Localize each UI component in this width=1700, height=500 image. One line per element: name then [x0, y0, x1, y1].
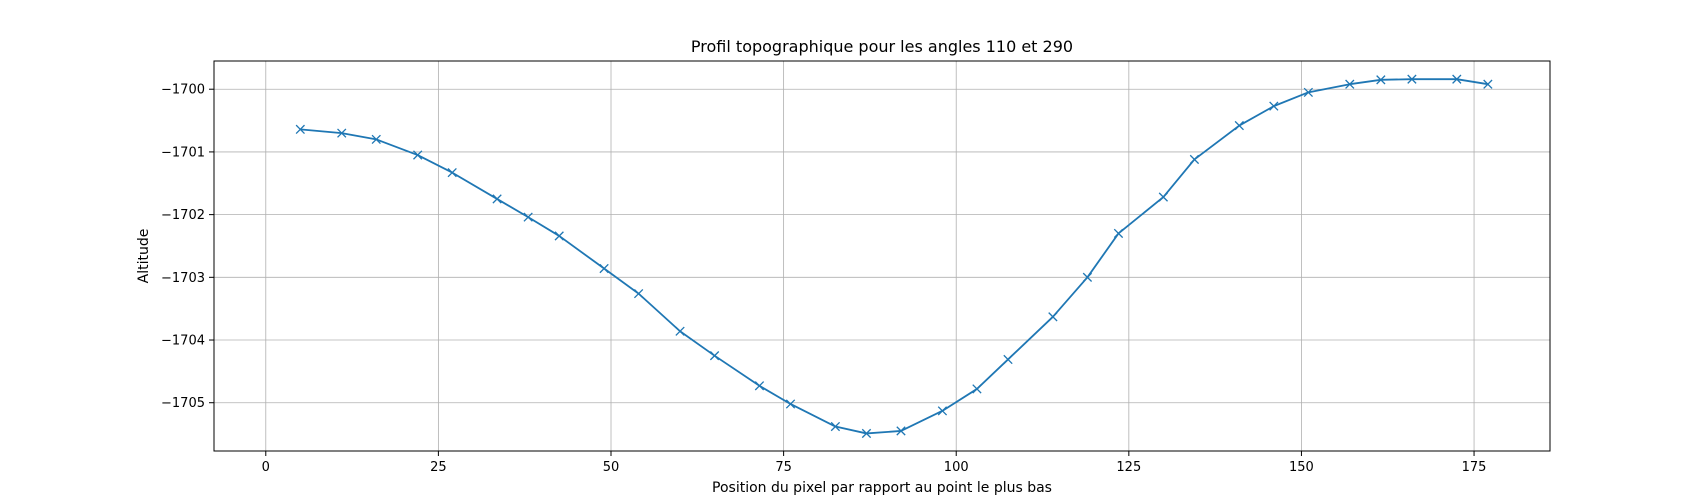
data-point-marker	[554, 231, 564, 241]
x-tick-label: 100	[944, 460, 969, 475]
data-point-marker	[413, 150, 423, 160]
data-point-marker	[492, 194, 502, 204]
y-tick-label: −1704	[161, 334, 205, 349]
data-point-marker	[1113, 228, 1124, 239]
data-point-marker	[785, 399, 796, 409]
axis-ticks: 0 25 50 75 100 125 150 175 −1705 −1704 −1703 −1702 −…	[161, 83, 1486, 475]
data-point-marker	[1407, 74, 1417, 84]
data-point-marker	[1483, 79, 1493, 89]
y-axis-label: Altitude	[136, 229, 152, 284]
data-point-marker	[1269, 101, 1279, 111]
data-point-marker	[972, 384, 982, 394]
data-point-marker	[754, 381, 765, 391]
data-point-marker	[295, 124, 305, 135]
x-axis-label: Position du pixel par rapport au point l…	[712, 480, 1052, 496]
data-point-marker	[937, 406, 948, 416]
data-point-marker	[1189, 154, 1200, 165]
x-tick-label: 0	[262, 460, 270, 475]
data-point-marker	[1452, 74, 1462, 84]
x-tick-label: 150	[1289, 460, 1314, 475]
data-point-marker	[709, 351, 720, 361]
data-point-marker	[1158, 192, 1169, 202]
data-point-marker	[447, 167, 457, 178]
data-point-marker	[371, 134, 381, 145]
y-tick-label: −1701	[161, 145, 205, 160]
data-point-marker	[1303, 87, 1314, 98]
x-tick-label: 175	[1462, 460, 1487, 475]
y-tick-label: −1705	[161, 396, 205, 411]
data-point-marker	[1048, 312, 1058, 322]
data-point-marker	[1082, 272, 1093, 282]
data-point-marker	[599, 263, 609, 274]
x-tick-label: 25	[430, 460, 447, 475]
data-point-marker	[896, 426, 906, 436]
data-point-marker	[633, 288, 644, 299]
data-point-marker	[523, 212, 533, 222]
data-point-marker	[830, 421, 841, 432]
data-point-marker	[1003, 354, 1013, 365]
chart-title: Profil topographique pour les angles 110…	[691, 37, 1073, 56]
data-point-marker	[1234, 120, 1244, 131]
data-point-marker	[337, 128, 347, 138]
x-tick-label: 50	[603, 460, 620, 475]
data-point-marker	[675, 326, 685, 336]
y-tick-label: −1703	[161, 271, 205, 286]
data-point-marker	[861, 428, 872, 439]
data-point-marker	[1376, 75, 1386, 85]
y-tick-label: −1700	[161, 83, 205, 98]
series-layer	[295, 74, 1493, 439]
x-tick-label: 75	[775, 460, 792, 475]
y-tick-label: −1702	[161, 208, 205, 223]
data-point-marker	[1345, 79, 1355, 89]
plot-frame	[213, 60, 1551, 452]
x-tick-label: 125	[1116, 460, 1141, 475]
